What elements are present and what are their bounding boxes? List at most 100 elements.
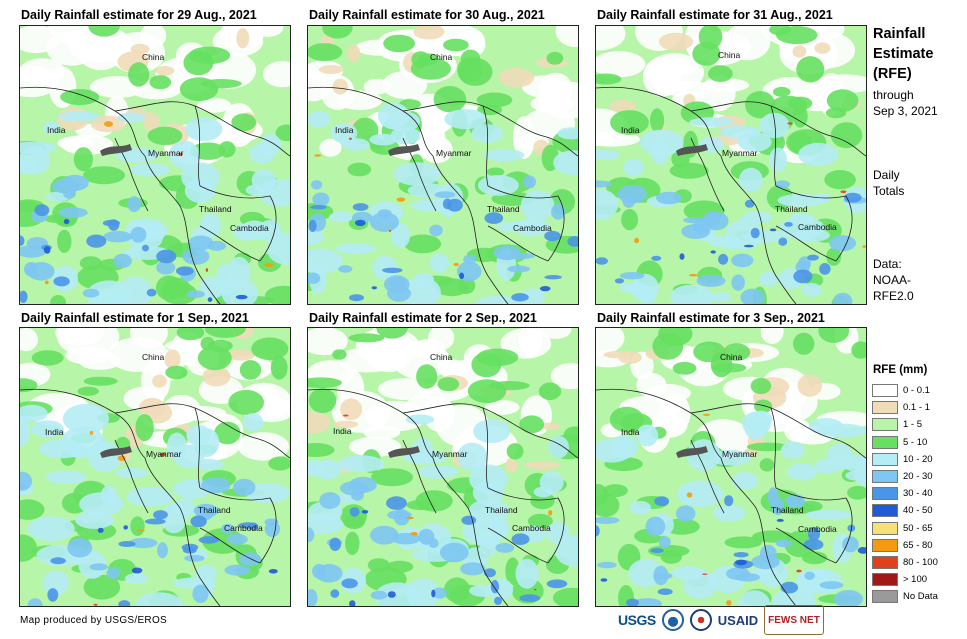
label-india: India: [335, 125, 354, 135]
sidebar-text-line: Sep 3, 2021: [873, 104, 938, 118]
label-india: India: [45, 427, 64, 437]
sidebar-text-line: Data:: [873, 257, 902, 271]
map-panel-3-sep: China India Myanmar Thailand Cambodia: [595, 327, 867, 607]
map-panel-1-sep: China India Myanmar Thailand Cambodia: [19, 327, 291, 607]
label-china: China: [430, 52, 453, 62]
label-myanmar: Myanmar: [148, 148, 184, 158]
label-myanmar: Myanmar: [432, 449, 468, 459]
legend-label: 50 - 65: [903, 522, 933, 534]
panel-title-31-aug: Daily Rainfall estimate for 31 Aug., 202…: [597, 8, 833, 22]
legend-swatch: [872, 590, 898, 604]
map-panel-29-aug: China India Myanmar Thailand Cambodia: [19, 25, 291, 305]
legend-swatch: [872, 384, 898, 398]
label-cambodia: Cambodia: [224, 523, 263, 533]
panel-title-3-sep: Daily Rainfall estimate for 3 Sep., 2021: [597, 311, 825, 325]
legend-item: 30 - 40: [872, 485, 964, 502]
label-india: India: [47, 125, 66, 135]
panel-title-30-aug: Daily Rainfall estimate for 30 Aug., 202…: [309, 8, 545, 22]
legend-label: 65 - 80: [903, 539, 933, 551]
legend-label: No Data: [903, 591, 938, 603]
legend-label: 30 - 40: [903, 488, 933, 500]
rainfall-map-30-aug: [308, 26, 578, 304]
rainfall-map-2-sep: [308, 328, 578, 606]
usaid-logo: USAID: [717, 612, 759, 628]
panel-title-1-sep: Daily Rainfall estimate for 1 Sep., 2021: [21, 311, 249, 325]
legend-swatch: [872, 504, 898, 518]
legend-item: 0 - 0.1: [872, 382, 964, 399]
legend-label: 5 - 10: [903, 436, 928, 448]
label-thailand: Thailand: [485, 505, 518, 515]
legend: 0 - 0.1 0.1 - 1 1 - 5 5 - 10 10 - 20 20 - 30 3…: [872, 382, 964, 605]
label-myanmar: Myanmar: [436, 148, 472, 158]
label-cambodia: Cambodia: [512, 523, 551, 533]
sidebar-title-line: Estimate: [873, 46, 934, 62]
label-thailand: Thailand: [199, 204, 232, 214]
panel-title-2-sep: Daily Rainfall estimate for 2 Sep., 2021: [309, 311, 537, 325]
legend-label: 40 - 50: [903, 505, 933, 517]
sidebar-title-line: (RFE): [873, 66, 912, 82]
legend-item: 5 - 10: [872, 434, 964, 451]
sidebar-daily-totals: Daily Totals: [873, 167, 963, 199]
legend-swatch: [872, 487, 898, 501]
legend-item: 40 - 50: [872, 502, 964, 519]
legend-swatch: [872, 452, 898, 466]
sidebar-text-line: RFE2.0: [873, 289, 914, 303]
legend-item: 50 - 65: [872, 520, 964, 537]
rainfall-map-3-sep: [596, 328, 866, 606]
legend-item: 80 - 100: [872, 554, 964, 571]
label-china: China: [142, 52, 165, 62]
sidebar-text-line: Totals: [873, 184, 905, 198]
label-myanmar: Myanmar: [722, 449, 758, 459]
label-cambodia: Cambodia: [798, 222, 837, 232]
legend-item: 10 - 20: [872, 451, 964, 468]
label-thailand: Thailand: [487, 204, 520, 214]
map-panel-31-aug: China India Myanmar Thailand Cambodia: [595, 25, 867, 305]
partner-logos: USGS USAID FEWS NET: [618, 605, 824, 635]
label-cambodia: Cambodia: [230, 223, 269, 233]
rainfall-map-31-aug: [596, 26, 866, 304]
legend-swatch: [872, 470, 898, 484]
legend-swatch: [872, 538, 898, 552]
legend-swatch: [872, 418, 898, 432]
usaid-seal-icon: [689, 609, 712, 631]
panel-title-29-aug: Daily Rainfall estimate for 29 Aug., 202…: [21, 8, 257, 22]
legend-item: 0.1 - 1: [872, 399, 964, 416]
legend-swatch: [872, 435, 898, 449]
label-china: China: [718, 50, 741, 60]
label-myanmar: Myanmar: [146, 449, 182, 459]
legend-label: 1 - 5: [903, 419, 923, 431]
map-credit: Map produced by USGS/EROS: [20, 615, 168, 626]
label-india: India: [333, 426, 352, 436]
usgs-logo: USGS: [618, 612, 656, 628]
legend-label: 0 - 0.1: [903, 385, 930, 397]
label-india: India: [621, 125, 640, 135]
label-china: China: [720, 352, 743, 362]
sidebar-title-line: Rainfall: [873, 26, 926, 42]
legend-swatch: [872, 573, 898, 587]
legend-item: 65 - 80: [872, 537, 964, 554]
label-cambodia: Cambodia: [513, 223, 552, 233]
map-panel-30-aug: China India Myanmar Thailand Cambodia: [307, 25, 579, 305]
label-cambodia: Cambodia: [798, 524, 837, 534]
legend-label: 0.1 - 1: [903, 402, 930, 414]
rainfall-map-29-aug: [20, 26, 290, 304]
legend-item: 20 - 30: [872, 468, 964, 485]
noaa-seal-icon: [661, 609, 684, 631]
label-thailand: Thailand: [775, 204, 808, 214]
legend-label: 10 - 20: [903, 453, 933, 465]
sidebar-through-date: through Sep 3, 2021: [873, 87, 963, 119]
sidebar-title: Rainfall Estimate (RFE): [873, 24, 963, 84]
legend-item: 1 - 5: [872, 416, 964, 433]
sidebar-text-line: NOAA-: [873, 273, 912, 287]
legend-item: No Data: [872, 588, 964, 605]
label-thailand: Thailand: [198, 505, 231, 515]
legend-label: 80 - 100: [903, 556, 938, 568]
label-myanmar: Myanmar: [722, 148, 758, 158]
sidebar-text-line: Daily: [873, 168, 900, 182]
legend-label: 20 - 30: [903, 471, 933, 483]
legend-title: RFE (mm): [873, 364, 928, 376]
legend-swatch: [872, 555, 898, 569]
map-panel-2-sep: China India Myanmar Thailand Cambodia: [307, 327, 579, 607]
rainfall-map-1-sep: [20, 328, 290, 606]
label-india: India: [621, 427, 640, 437]
